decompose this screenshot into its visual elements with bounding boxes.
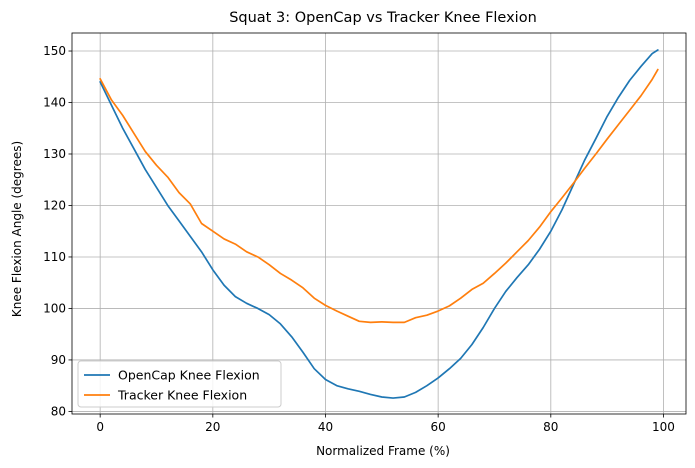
chart-title: Squat 3: OpenCap vs Tracker Knee Flexion xyxy=(229,10,537,26)
series-line-opencap xyxy=(99,49,659,399)
y-tick-label: 80 xyxy=(51,404,66,418)
plot-area-frame xyxy=(71,32,687,415)
series-line-tracker xyxy=(99,68,659,324)
y-tick-label: 90 xyxy=(51,353,66,367)
x-tick-label: 0 xyxy=(96,420,104,434)
y-tick-label: 140 xyxy=(43,96,66,110)
y-axis-label: Knee Flexion Angle (degrees) xyxy=(10,141,24,317)
y-tick-label: 100 xyxy=(43,301,66,315)
x-tick-label: 60 xyxy=(431,420,446,434)
legend-box xyxy=(77,360,282,408)
x-tick-label: 20 xyxy=(205,420,220,434)
series-lines xyxy=(99,49,659,399)
axis-ticks: 0 20 40 60 80 100 80 90 100 110 120 130 140 150 xyxy=(43,44,675,434)
legend: OpenCap Knee Flexion Tracker Knee Flexion xyxy=(77,360,282,408)
y-tick-label: 150 xyxy=(43,44,66,58)
y-tick-label: 130 xyxy=(43,147,66,161)
x-axis-label: Normalized Frame (%) xyxy=(316,444,450,458)
grid-lines xyxy=(72,33,686,414)
x-tick-label: 40 xyxy=(318,420,333,434)
x-tick-label: 100 xyxy=(652,420,675,434)
y-tick-label: 110 xyxy=(43,250,66,264)
x-tick-label: 80 xyxy=(543,420,558,434)
legend-label: OpenCap Knee Flexion xyxy=(118,368,260,383)
legend-label: Tracker Knee Flexion xyxy=(117,388,247,403)
y-tick-label: 120 xyxy=(43,198,66,212)
